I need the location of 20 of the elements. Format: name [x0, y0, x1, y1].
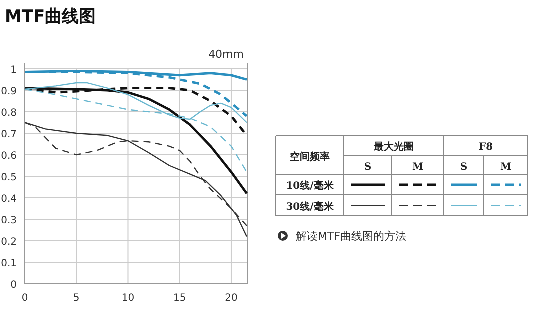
x-tick-label: 0 — [22, 293, 28, 304]
y-tick-label: 0.2 — [1, 237, 17, 248]
y-tick-label: 0.5 — [1, 172, 17, 184]
y-tick-label: 0.8 — [1, 108, 17, 119]
x-tick-label: 20 — [225, 293, 238, 304]
y-tick-label: 0 — [10, 280, 17, 291]
y-tick-label: 1 — [10, 65, 17, 76]
text: 40mm — [208, 48, 244, 61]
y-tick-label: 0.4 — [1, 194, 17, 205]
y-tick-label: 0.9 — [1, 86, 17, 98]
y-tick-label: 0.7 — [1, 130, 17, 140]
x-tick-label: 10 — [122, 293, 135, 304]
text: 解读MTF曲线图的方法 — [296, 230, 407, 243]
legend: 空间频率 最大光圈 F8 S M S M 10线/毫米 30线/毫米 — [276, 136, 528, 216]
chart-title: MTF曲线图 — [5, 7, 96, 27]
y-tick-label: 0.1 — [1, 258, 17, 270]
y-tick-label: 0.6 — [1, 151, 17, 162]
x-tick-label: 5 — [73, 293, 80, 304]
x-tick-label: 15 — [173, 293, 186, 304]
y-tick-label: 0.3 — [1, 216, 17, 226]
